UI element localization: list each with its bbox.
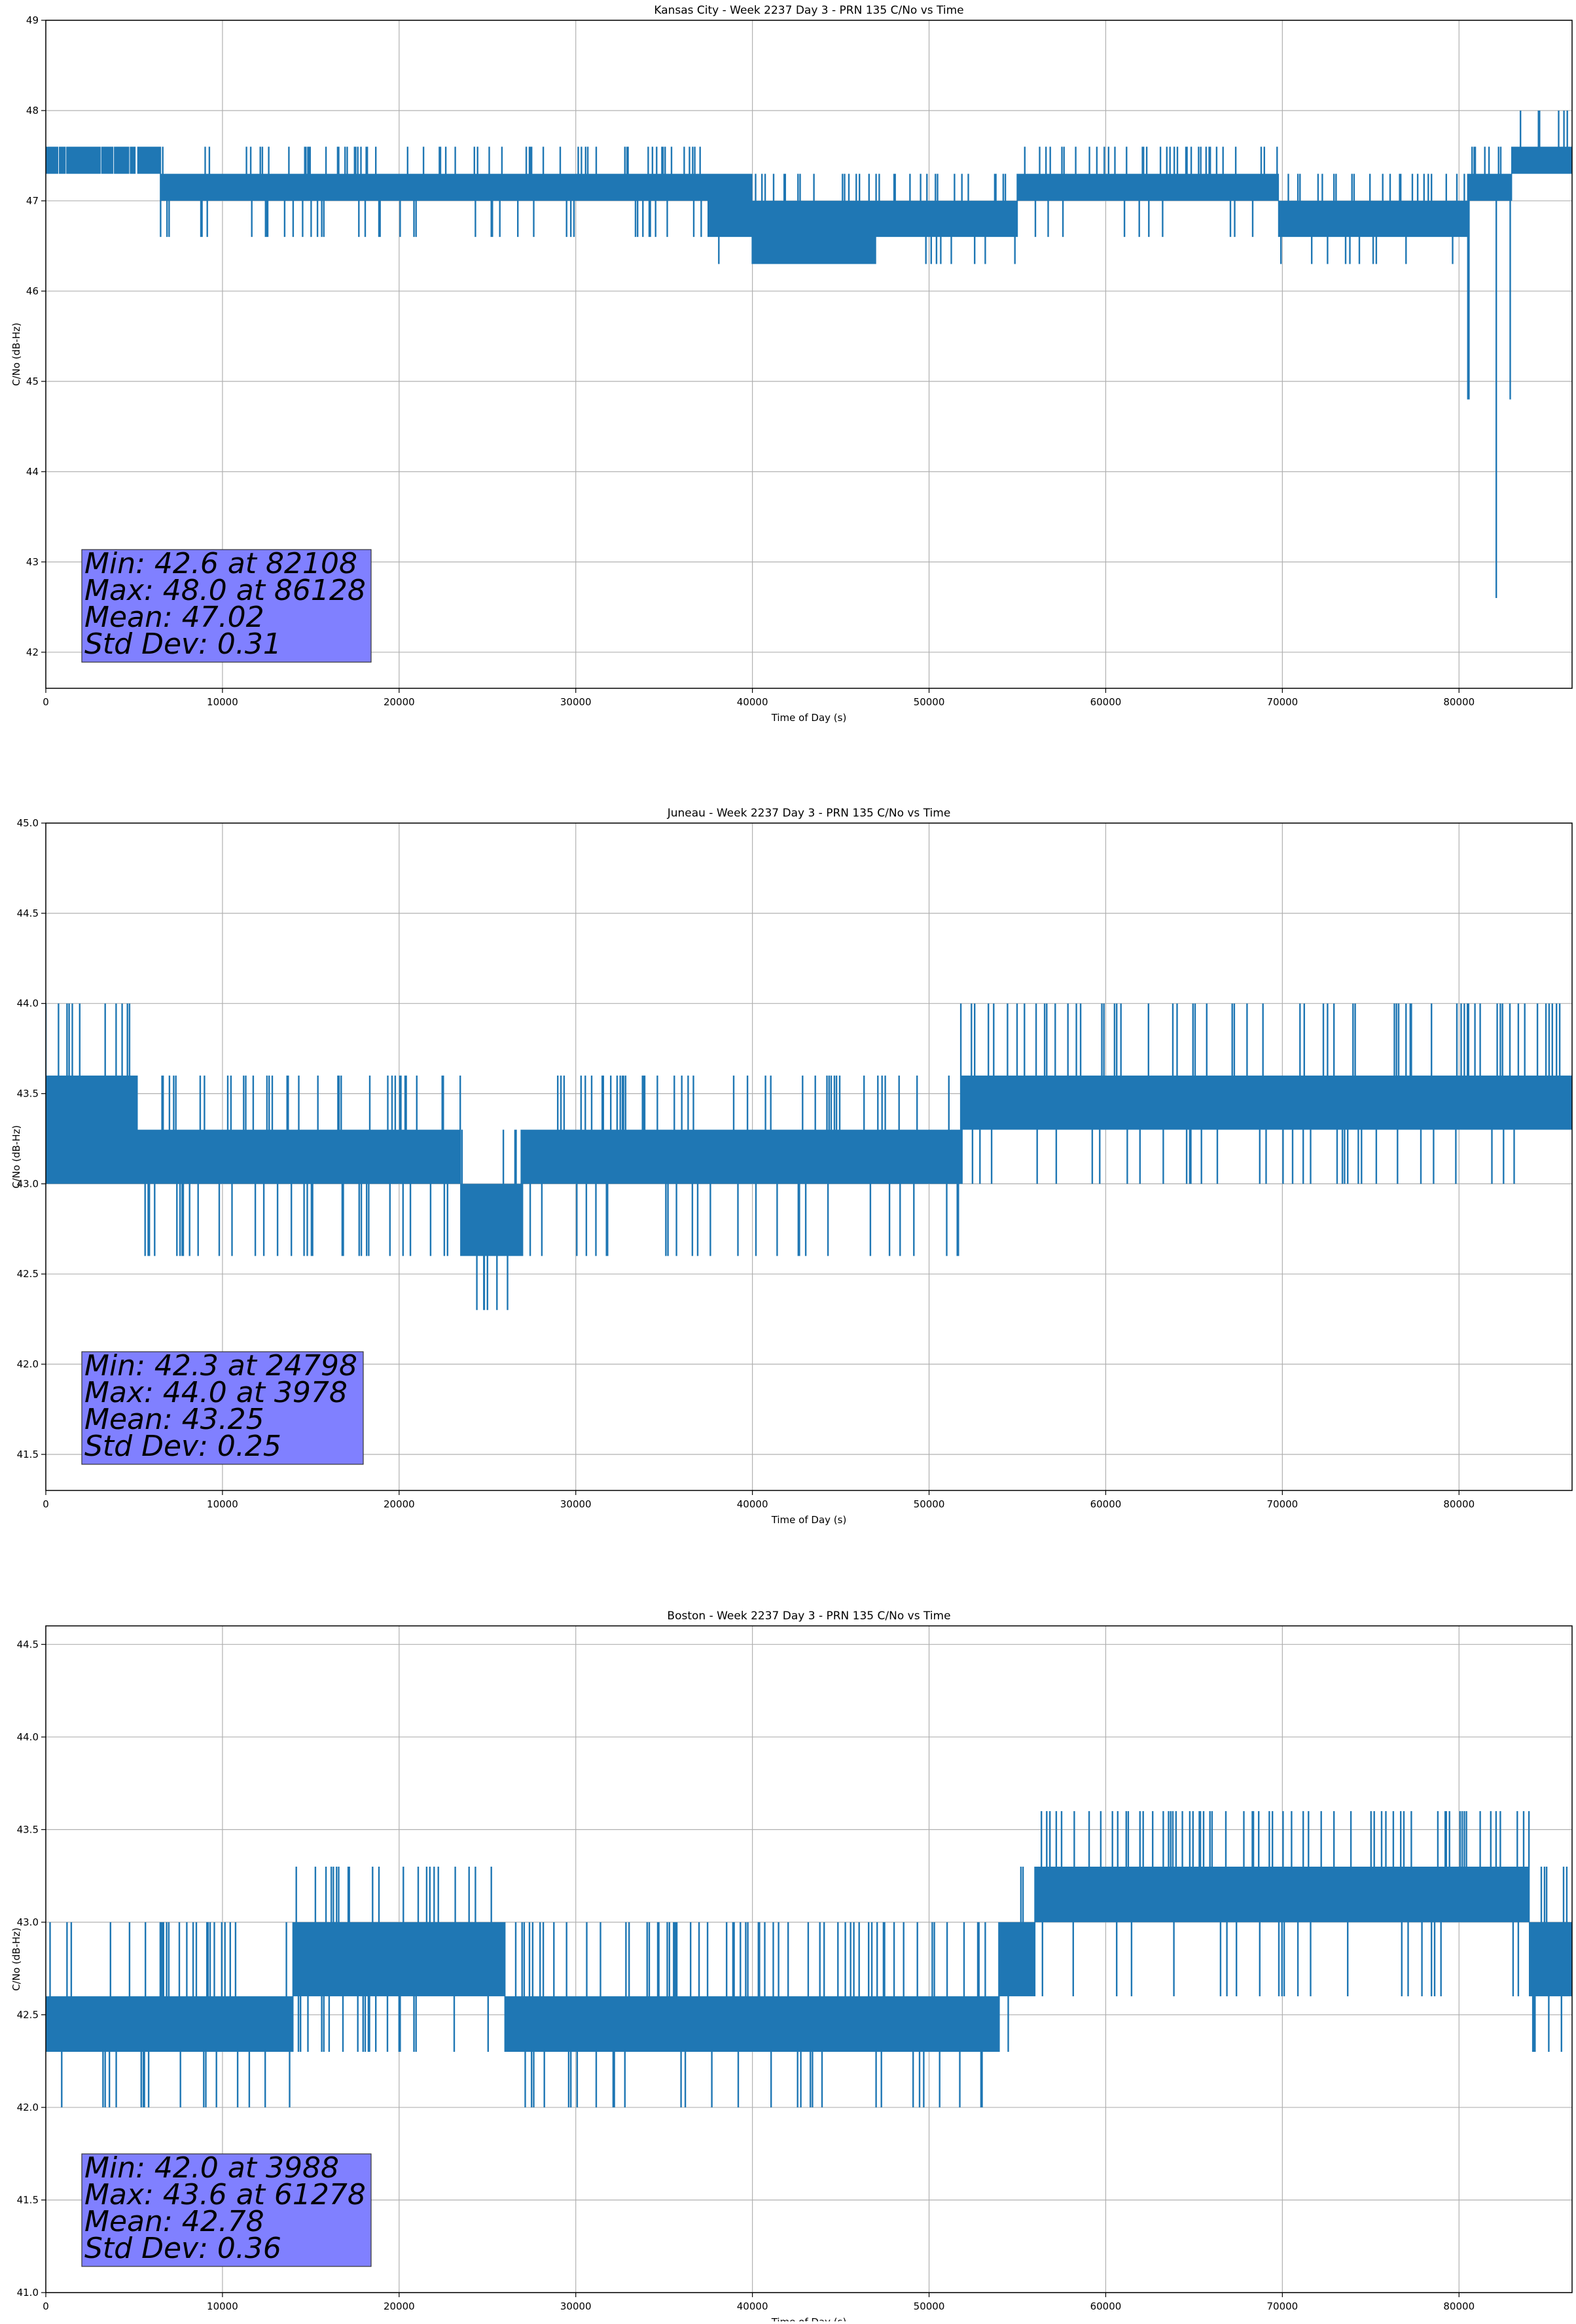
- x-axis-label: Time of Day (s): [771, 1514, 847, 1526]
- x-tick-label: 10000: [207, 1498, 238, 1510]
- y-tick-label: 42.5: [17, 2009, 39, 2020]
- x-tick-label: 0: [43, 696, 49, 708]
- stats-max: Max: 44.0 at 3978: [84, 1376, 348, 1409]
- x-tick-label: 40000: [737, 2300, 768, 2312]
- chart-title: Boston - Week 2237 Day 3 - PRN 135 C/No …: [667, 1610, 950, 1623]
- x-tick-label: 30000: [560, 2300, 592, 2312]
- y-tick-label: 47: [26, 195, 39, 207]
- chart-2: 0 10000 20000 30000 40000 50000 60000 70000 8000…: [10, 807, 1573, 1526]
- y-tick-label: 41.0: [17, 2287, 39, 2298]
- x-tick-label: 80000: [1443, 2300, 1475, 2312]
- y-tick-label: 45.0: [17, 817, 39, 829]
- stats-std: Std Dev: 0.36: [84, 2232, 281, 2265]
- x-tick-label: 20000: [384, 1498, 415, 1510]
- y-tick-label: 43.0: [17, 1178, 39, 1189]
- stats-mean: Mean: 43.25: [84, 1403, 264, 1436]
- y-tick-label: 42.0: [17, 2102, 39, 2113]
- stats-min: Min: 42.3 at 24798: [84, 1349, 357, 1382]
- y-tick-label: 43.5: [17, 1088, 39, 1100]
- x-tick-label: 20000: [384, 696, 415, 708]
- x-tick-label: 70000: [1266, 1498, 1298, 1510]
- axes-frame: [45, 1625, 1573, 2293]
- x-tick-label: 0: [43, 1498, 49, 1510]
- x-tick-label: 10000: [207, 2300, 238, 2312]
- x-tick-label: 0: [43, 2300, 49, 2312]
- x-tick-label: 80000: [1443, 696, 1475, 708]
- stats-max: Max: 48.0 at 86128: [84, 574, 366, 607]
- y-axis-label: C/No (dB-Hz): [10, 323, 22, 386]
- x-tick-label: 60000: [1090, 2300, 1122, 2312]
- x-tick-label: 60000: [1090, 696, 1122, 708]
- y-tick-label: 41.5: [17, 2194, 39, 2206]
- x-axis-label: Time of Day (s): [771, 712, 847, 724]
- x-tick-label: 80000: [1443, 1498, 1475, 1510]
- stats-std: Std Dev: 0.25: [84, 1430, 281, 1463]
- x-tick-label: 70000: [1266, 696, 1298, 708]
- y-tick-label: 45: [26, 376, 39, 387]
- y-tick-label: 43: [26, 556, 39, 568]
- series-line: [46, 1811, 1572, 2107]
- x-tick-label: 40000: [737, 1498, 768, 1510]
- y-tick-label: 43.0: [17, 1916, 39, 1928]
- chart-3: 0 10000 20000 30000 40000 50000 60000 70000 8000…: [10, 1610, 1573, 2324]
- x-tick-label: 70000: [1266, 2300, 1298, 2312]
- axes-frame: [45, 20, 1573, 689]
- x-tick-label: 60000: [1090, 1498, 1122, 1510]
- y-tick-label: 42: [26, 646, 39, 658]
- y-tick-label: 44.5: [17, 907, 39, 919]
- x-tick-label: 20000: [384, 2300, 415, 2312]
- y-tick-label: 43.5: [17, 1823, 39, 1835]
- axes-frame: [45, 822, 1573, 1491]
- x-tick-label: 50000: [914, 2300, 945, 2312]
- x-tick-label: 50000: [914, 696, 945, 708]
- stats-max: Max: 43.6 at 61278: [84, 2178, 366, 2211]
- x-tick-label: 30000: [560, 696, 592, 708]
- y-tick-label: 44.0: [17, 1731, 39, 1743]
- stats-box-background: [81, 1351, 364, 1465]
- x-tick-label: 30000: [560, 1498, 592, 1510]
- y-tick-label: 48: [26, 105, 39, 116]
- stats-min: Min: 42.0 at 3988: [84, 2151, 339, 2185]
- chart-title: Juneau - Week 2237 Day 3 - PRN 135 C/No …: [667, 807, 951, 820]
- chart-title: Kansas City - Week 2237 Day 3 - PRN 135 …: [654, 4, 963, 17]
- x-axis-label: Time of Day (s): [771, 2316, 847, 2321]
- stats-box-background: [81, 2153, 372, 2267]
- y-tick-label: 41.5: [17, 1449, 39, 1460]
- stats-mean: Mean: 47.02: [84, 601, 264, 634]
- series-line: [46, 111, 1572, 598]
- y-tick-label: 44.0: [17, 998, 39, 1010]
- y-tick-label: 44: [26, 466, 39, 478]
- y-axis-label: C/No (dB-Hz): [10, 1125, 22, 1189]
- x-tick-label: 40000: [737, 696, 768, 708]
- stats-std: Std Dev: 0.31: [84, 627, 281, 661]
- stats-box-background: [81, 549, 372, 663]
- stats-mean: Mean: 42.78: [84, 2205, 264, 2238]
- x-tick-label: 10000: [207, 696, 238, 708]
- series-line: [46, 1003, 1572, 1311]
- stats-min: Min: 42.6 at 82108: [84, 547, 357, 580]
- y-axis-label: C/No (dB-Hz): [10, 1928, 22, 1991]
- y-tick-label: 42.5: [17, 1268, 39, 1280]
- x-tick-label: 50000: [914, 1498, 945, 1510]
- y-tick-label: 46: [26, 285, 39, 297]
- y-tick-label: 44.5: [17, 1638, 39, 1650]
- chart-1: 0 10000 20000 30000 40000 50000 60000 70000 8000…: [10, 4, 1573, 724]
- y-tick-label: 49: [26, 14, 39, 26]
- y-tick-label: 42.0: [17, 1358, 39, 1370]
